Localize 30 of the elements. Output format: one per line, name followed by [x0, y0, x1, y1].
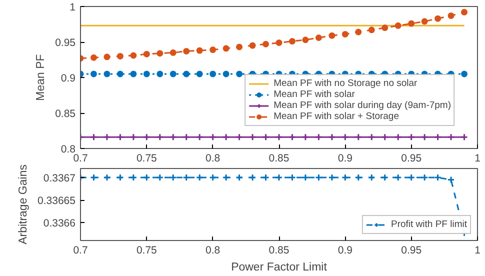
x-tick-label: 0.8 [206, 244, 220, 256]
x-tick-label: 0.95 [401, 244, 422, 256]
x-tick-label: 0.9 [338, 244, 353, 256]
x-tick-label: 0.85 [268, 152, 290, 164]
y-axis-title: Mean PF [35, 54, 48, 101]
y-tick-label: 0.8 [60, 144, 76, 156]
x-tick-label: 0.8 [206, 152, 220, 164]
x-axis-title: Power Factor Limit [231, 262, 328, 274]
y-tick-label: 0.3366 [43, 218, 76, 230]
x-tick-label: 1 [474, 152, 481, 164]
y-tick-label: 0.3367 [43, 172, 76, 184]
x-tick-label: 0.85 [268, 244, 290, 256]
x-tick-label: 0.7 [73, 244, 88, 256]
y-tick-label: 0.85 [55, 108, 76, 120]
x-tick-label: 0.7 [73, 152, 88, 164]
x-tick-label: 0.9 [338, 152, 353, 164]
x-tick-label: 1 [474, 244, 481, 256]
legend-label: Mean PF with solar + Storage [274, 111, 400, 122]
x-tick-label: 0.75 [136, 244, 158, 256]
x-tick-label: 0.75 [136, 152, 158, 164]
y-axis-title: Arbitrage Gains [18, 164, 30, 244]
y-tick-label: 1 [70, 2, 76, 14]
legend-label: Mean PF with no Storage no solar [274, 78, 418, 89]
legend-label: Mean PF with solar [274, 89, 355, 100]
legend-label: Profit with PF limit [390, 219, 467, 230]
legend-label: Mean PF with solar during day (9am-7pm) [274, 100, 451, 111]
x-tick-label: 0.95 [401, 152, 422, 164]
y-tick-label: 0.33665 [38, 195, 76, 207]
y-tick-label: 0.9 [60, 72, 76, 84]
y-tick-label: 0.95 [55, 37, 76, 49]
